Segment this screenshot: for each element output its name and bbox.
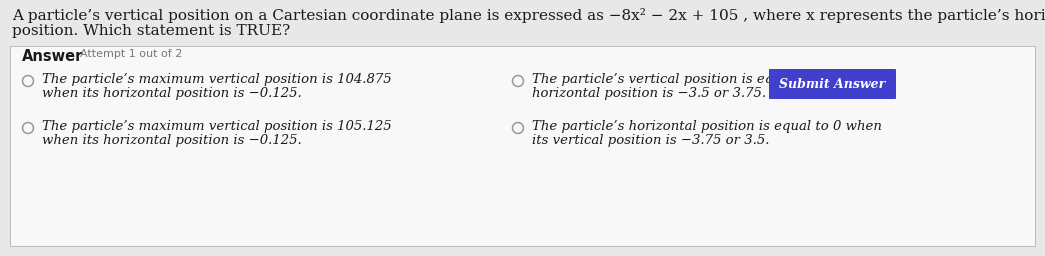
Text: horizontal position is −3.5 or 3.75.: horizontal position is −3.5 or 3.75. (532, 87, 766, 100)
FancyBboxPatch shape (769, 69, 896, 99)
Text: A particle’s vertical position on a Cartesian coordinate plane is expressed as −: A particle’s vertical position on a Cart… (11, 8, 1045, 23)
Text: its vertical position is −3.75 or 3.5.: its vertical position is −3.75 or 3.5. (532, 134, 769, 147)
Text: The particle’s horizontal position is equal to 0 when: The particle’s horizontal position is eq… (532, 120, 882, 133)
Text: when its horizontal position is −0.125.: when its horizontal position is −0.125. (42, 134, 302, 147)
Text: when its horizontal position is −0.125.: when its horizontal position is −0.125. (42, 87, 302, 100)
Text: position. Which statement is TRUE?: position. Which statement is TRUE? (11, 24, 291, 38)
Text: The particle’s maximum vertical position is 104.875: The particle’s maximum vertical position… (42, 73, 392, 86)
Text: Submit Answer: Submit Answer (780, 78, 885, 91)
Text: Answer: Answer (22, 49, 84, 64)
Text: Attempt 1 out of 2: Attempt 1 out of 2 (80, 49, 183, 59)
FancyBboxPatch shape (10, 46, 1035, 246)
Text: The particle’s maximum vertical position is 105.125: The particle’s maximum vertical position… (42, 120, 392, 133)
Text: The particle’s vertical position is equal to 0 when its: The particle’s vertical position is equa… (532, 73, 885, 86)
